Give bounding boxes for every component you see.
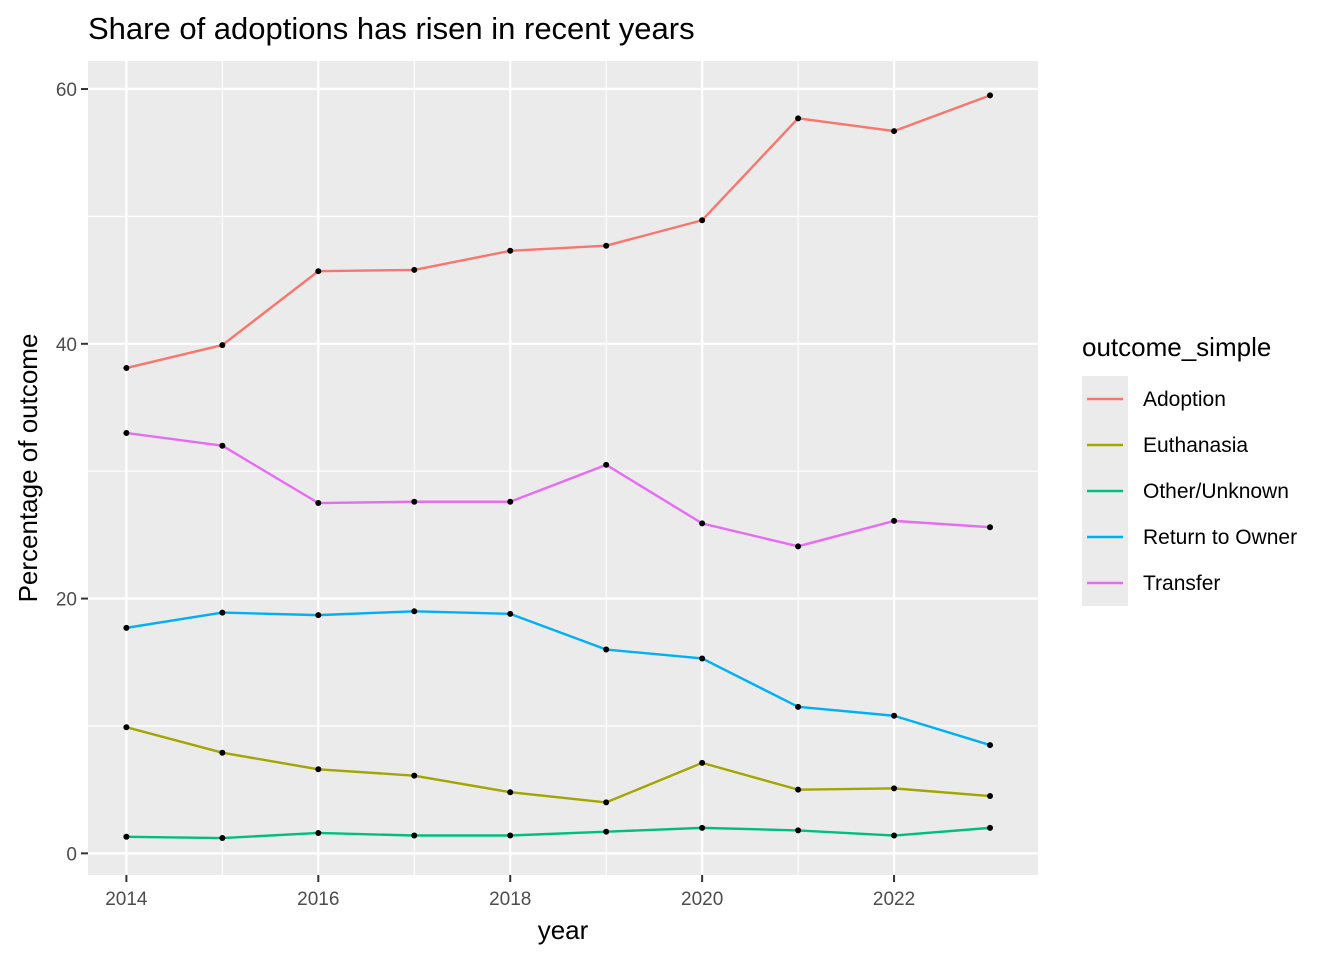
legend-label-return-to-owner: Return to Owner [1143, 526, 1297, 549]
point-euthanasia-2014 [123, 724, 130, 731]
grid-minor [88, 61, 1038, 875]
point-euthanasia-2017 [411, 772, 418, 779]
point-euthanasia-2019 [603, 799, 610, 806]
x-tick-label-4: 2022 [873, 889, 915, 910]
point-adoption-2021 [795, 115, 802, 122]
point-adoption-2019 [603, 242, 610, 249]
point-other-unknown-2018 [507, 832, 514, 839]
x-tick-label-0: 2014 [105, 889, 148, 910]
chart-title: Share of adoptions has risen in recent y… [88, 11, 695, 46]
y-tick-label-1: 20 [56, 590, 77, 611]
point-transfer-2019 [603, 461, 610, 468]
point-euthanasia-2021 [795, 786, 802, 793]
plot-panel [88, 61, 1038, 875]
point-adoption-2020 [699, 217, 706, 224]
point-euthanasia-2018 [507, 789, 514, 796]
series-line-other-unknown [126, 826, 991, 840]
legend-label-adoption: Adoption [1143, 388, 1226, 411]
point-return-to-owner-2014 [123, 624, 130, 631]
point-transfer-2016 [315, 500, 322, 507]
point-transfer-2014 [123, 429, 130, 436]
y-axis: 0 20 40 60 [56, 80, 88, 865]
point-other-unknown-2022 [891, 832, 898, 839]
point-adoption-2017 [411, 266, 418, 273]
point-return-to-owner-2022 [891, 712, 898, 719]
point-return-to-owner-2020 [699, 655, 706, 662]
point-adoption-2014 [123, 365, 130, 372]
point-return-to-owner-2016 [315, 612, 322, 619]
point-transfer-2020 [699, 520, 706, 527]
x-tick-label-3: 2020 [681, 889, 723, 910]
point-adoption-2023 [987, 92, 994, 99]
point-adoption-2018 [507, 247, 514, 254]
point-transfer-2022 [891, 517, 898, 524]
y-tick-label-3: 60 [56, 80, 77, 101]
point-euthanasia-2015 [219, 749, 226, 756]
x-axis-title: year [538, 915, 589, 945]
series-lines [126, 94, 991, 840]
point-euthanasia-2022 [891, 785, 898, 792]
point-other-unknown-2021 [795, 827, 802, 834]
point-other-unknown-2023 [987, 824, 994, 831]
point-return-to-owner-2017 [411, 608, 418, 615]
series-line-euthanasia [126, 726, 991, 804]
y-axis-title: Percentage of outcome [13, 334, 43, 603]
y-tick-label-0: 0 [66, 844, 77, 865]
legend-label-euthanasia: Euthanasia [1143, 434, 1248, 457]
grid-major [88, 61, 1038, 875]
point-euthanasia-2016 [315, 766, 322, 773]
point-other-unknown-2016 [315, 829, 322, 836]
x-tick-label-2: 2018 [489, 889, 531, 910]
point-adoption-2022 [891, 128, 898, 135]
point-transfer-2018 [507, 498, 514, 505]
series-line-return-to-owner [126, 610, 991, 747]
point-euthanasia-2020 [699, 759, 706, 766]
series-points [123, 92, 994, 842]
point-transfer-2015 [219, 442, 226, 449]
y-tick-label-2: 40 [56, 335, 77, 356]
series-line-adoption [126, 94, 991, 370]
point-euthanasia-2023 [987, 793, 994, 800]
legend-label-transfer: Transfer [1143, 572, 1220, 595]
point-adoption-2016 [315, 268, 322, 275]
point-return-to-owner-2023 [987, 742, 994, 749]
point-transfer-2021 [795, 543, 802, 550]
point-transfer-2017 [411, 498, 418, 505]
series-line-transfer [126, 431, 991, 548]
point-return-to-owner-2021 [795, 703, 802, 710]
x-tick-label-1: 2016 [297, 889, 339, 910]
point-return-to-owner-2015 [219, 609, 226, 616]
point-other-unknown-2015 [219, 835, 226, 842]
point-other-unknown-2017 [411, 832, 418, 839]
legend-label-other-unknown: Other/Unknown [1143, 480, 1289, 503]
x-axis: 2014 2016 2018 2020 2022 [105, 875, 915, 910]
point-return-to-owner-2019 [603, 646, 610, 653]
point-other-unknown-2014 [123, 833, 130, 840]
legend-title: outcome_simple [1082, 332, 1271, 362]
legend: outcome_simple Adoption Euthanasia Other/U… [1082, 332, 1297, 606]
point-transfer-2023 [987, 524, 994, 531]
point-other-unknown-2020 [699, 824, 706, 831]
point-adoption-2015 [219, 342, 226, 349]
point-other-unknown-2019 [603, 828, 610, 835]
point-return-to-owner-2018 [507, 610, 514, 617]
